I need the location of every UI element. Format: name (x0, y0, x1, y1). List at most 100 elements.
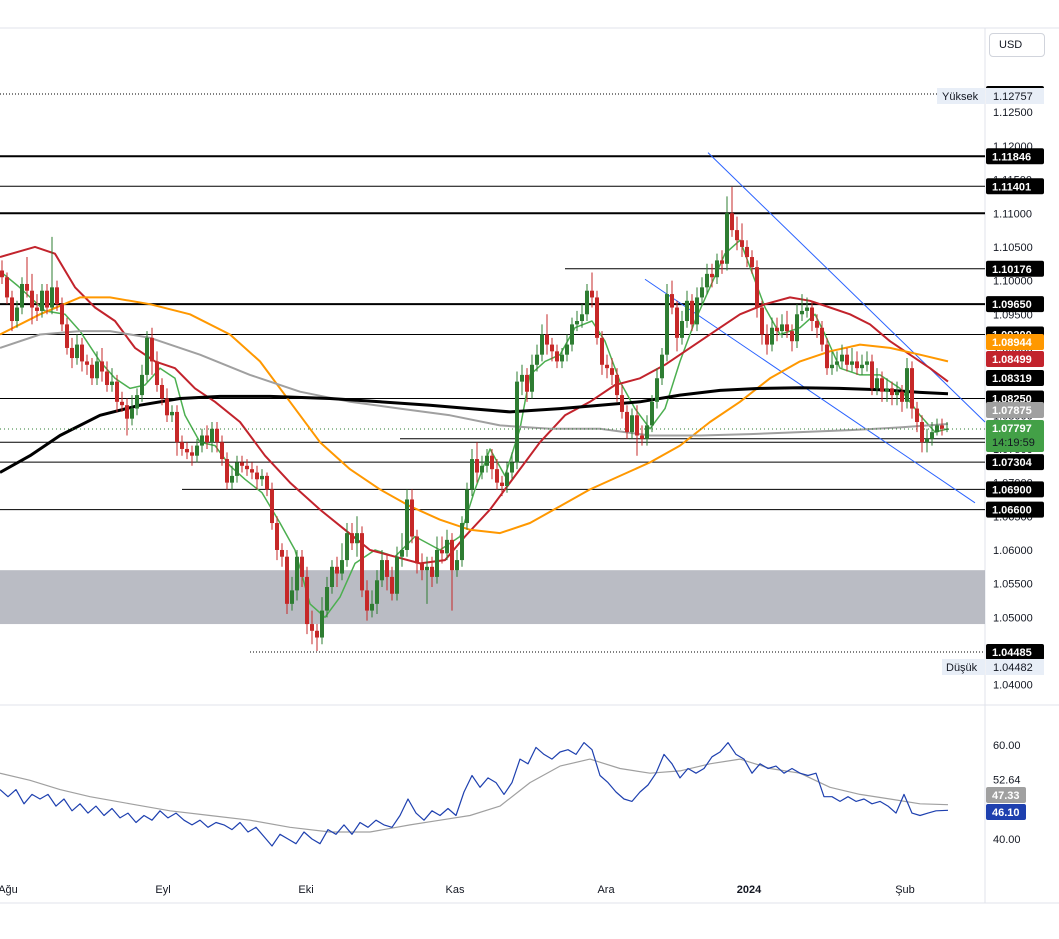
candle (295, 549, 299, 601)
osc-ma (0, 758, 949, 833)
candle-body (55, 287, 59, 305)
candle-body (100, 361, 104, 372)
candle-body (580, 314, 584, 322)
currency-button[interactable]: USD (989, 33, 1045, 57)
candle (775, 317, 779, 342)
candle (700, 277, 704, 305)
candle-body (275, 523, 279, 550)
candle-body (540, 334, 544, 355)
candle-body (175, 411, 179, 443)
candle-body (900, 391, 904, 402)
candle (430, 556, 434, 588)
candle-body (370, 603, 374, 611)
candle-body (560, 354, 564, 362)
candle (715, 253, 719, 284)
candle (5, 272, 9, 305)
candle (370, 590, 374, 618)
candle-body (885, 388, 889, 392)
candle (650, 395, 654, 433)
candle (210, 422, 214, 453)
candle-body (325, 587, 329, 611)
candle (420, 553, 424, 581)
candle-body (640, 435, 644, 439)
ma-sma-100 (0, 330, 949, 437)
candle (900, 384, 904, 412)
candle (915, 401, 919, 433)
candle (830, 351, 834, 375)
candle (840, 344, 844, 369)
candle (685, 290, 689, 328)
low-value-bg (986, 659, 1044, 675)
candle (510, 452, 514, 480)
low-tag: Düşük (946, 662, 978, 674)
level-label-text: 1.07304 (992, 457, 1033, 469)
candle-body (395, 556, 399, 594)
level-label-bg (986, 481, 1044, 498)
candle-body (315, 630, 319, 638)
candle (390, 566, 394, 601)
candle-body (820, 327, 824, 345)
candle-body (140, 374, 144, 396)
candle (720, 250, 724, 274)
candle (140, 364, 144, 402)
candle-body (940, 425, 944, 429)
candle (850, 347, 854, 372)
candle-body (780, 324, 784, 332)
candle-body (265, 475, 269, 490)
candle (790, 324, 794, 352)
candle-body (305, 576, 309, 625)
candle (660, 347, 664, 385)
candle (600, 331, 604, 375)
candle-body (535, 354, 539, 365)
candle (585, 283, 589, 322)
candle-body (5, 277, 9, 298)
candle-body (600, 337, 604, 365)
candle-body (375, 580, 379, 604)
candle-body (895, 391, 899, 396)
candle (805, 297, 809, 318)
indicator-label: 1.08499 (986, 351, 1044, 367)
candle (20, 277, 24, 315)
candle-body (205, 435, 209, 443)
candle-body (935, 425, 939, 433)
main-pane[interactable] (0, 27, 1059, 904)
candle-body (185, 448, 189, 453)
candle (215, 422, 219, 453)
candle-body (15, 307, 19, 322)
candle (225, 452, 229, 490)
candle (60, 297, 64, 332)
candle-body (945, 428, 949, 430)
current-price-bg (986, 420, 1044, 452)
time-axis[interactable]: Ağu Eyl Eki Kas Ara 2024 Şub (0, 884, 915, 896)
candle-body (635, 415, 639, 436)
candle (150, 327, 154, 375)
candles (0, 187, 949, 651)
low-value: 1.04482 (993, 662, 1033, 674)
candle-body (120, 401, 124, 406)
candle (335, 556, 339, 588)
candle-body (200, 435, 204, 446)
candle (935, 418, 939, 436)
candle-body (490, 455, 494, 470)
candle (740, 223, 744, 258)
candle-body (295, 556, 299, 591)
candle (135, 388, 139, 416)
candle (405, 489, 409, 557)
level-label: 1.06600 (986, 501, 1044, 518)
time-label: 2024 (737, 884, 762, 896)
candle (930, 422, 934, 446)
candle (315, 624, 319, 651)
level-label: 1.09650 (986, 296, 1044, 313)
candle-body (160, 384, 164, 399)
price-tick: 1.06000 (993, 545, 1033, 557)
candle-body (300, 556, 304, 577)
candle-body (770, 327, 774, 345)
candle (725, 196, 729, 271)
candle-body (705, 273, 709, 288)
candle-body (85, 361, 89, 365)
candle-body (645, 425, 649, 439)
candle-body (545, 334, 549, 345)
candle (230, 465, 234, 490)
